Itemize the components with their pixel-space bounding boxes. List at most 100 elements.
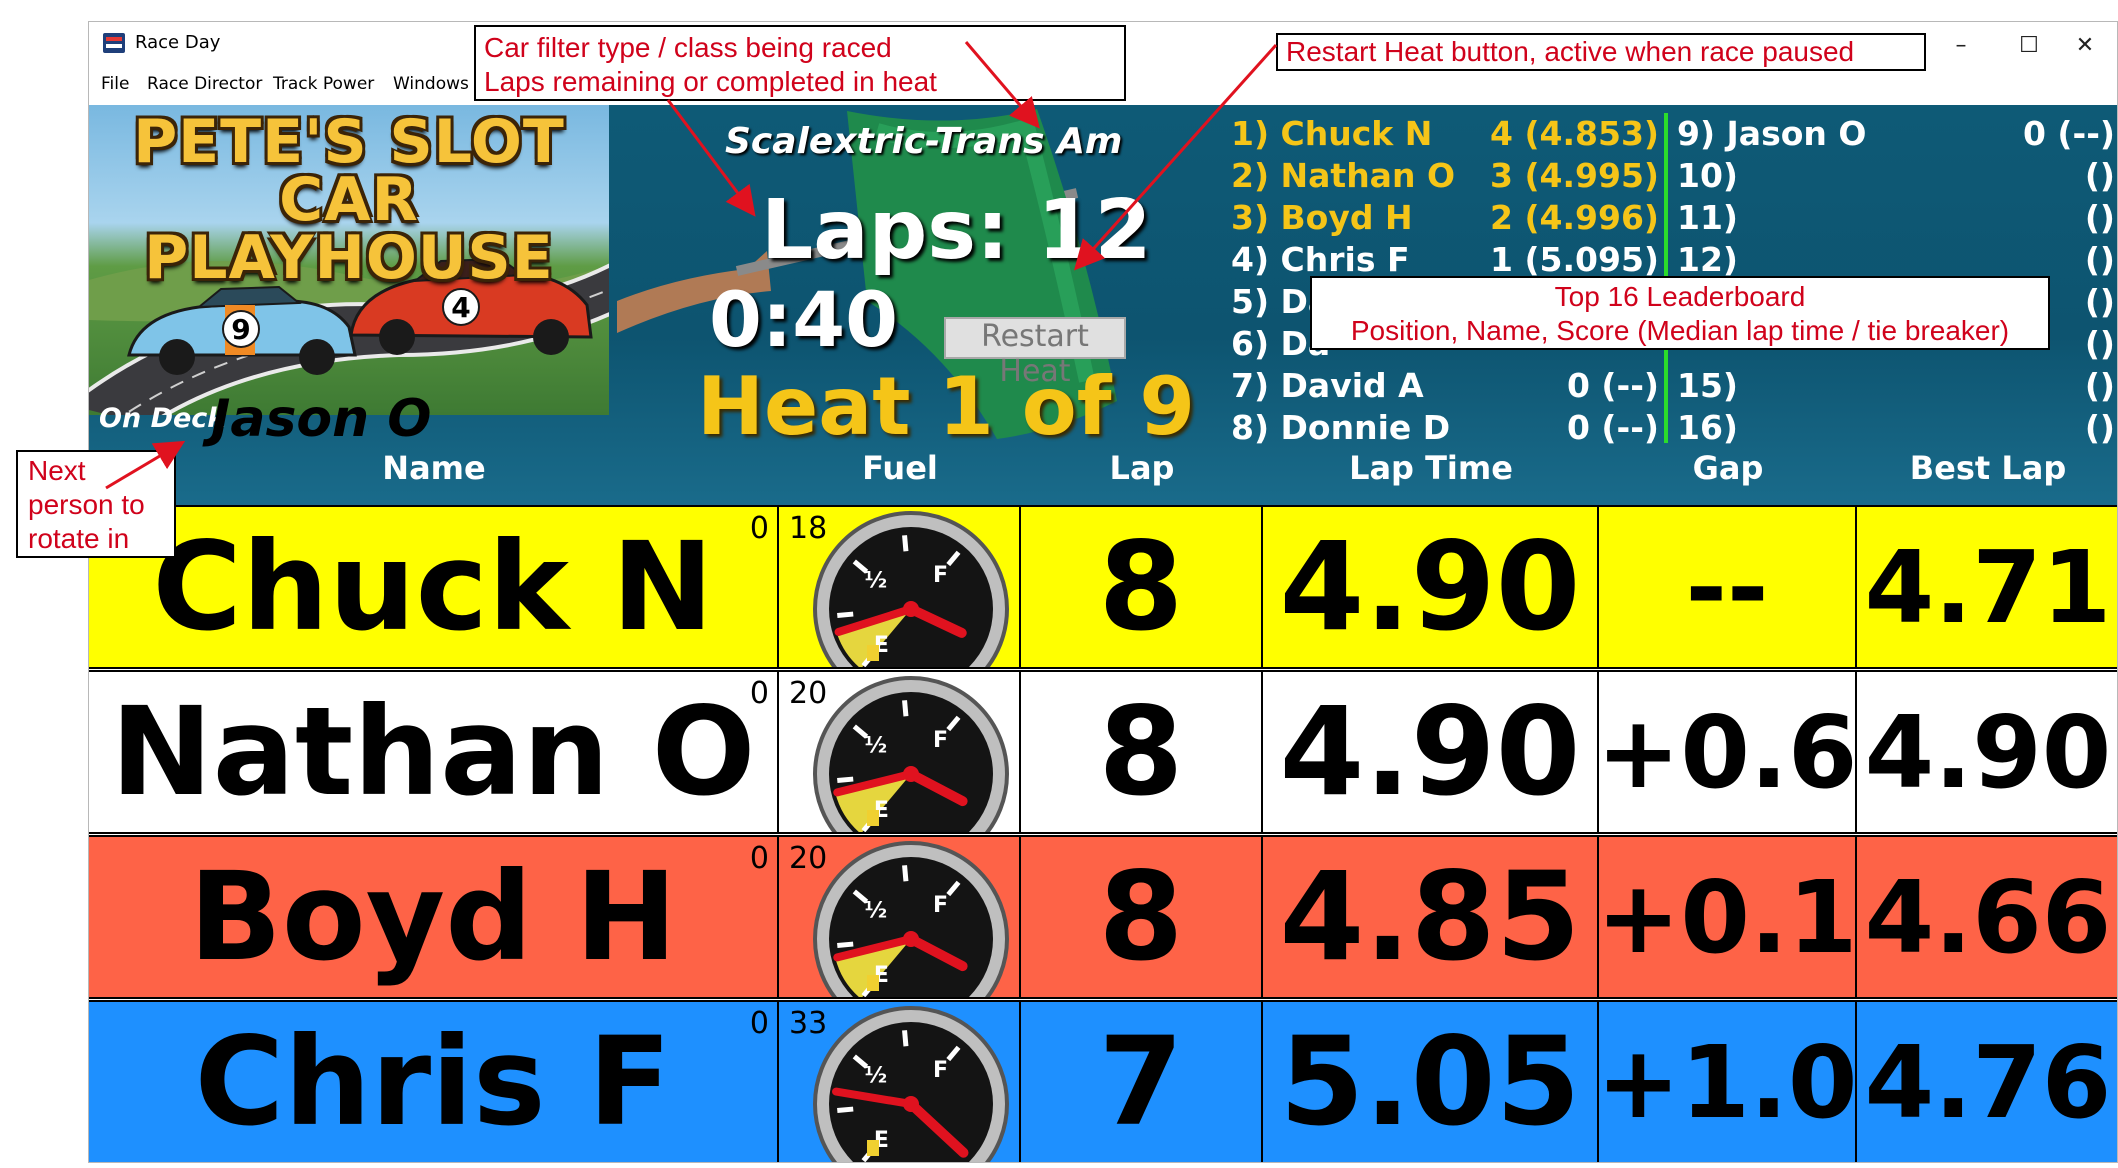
racer-name-cell: Chuck N 0 [89,507,779,667]
leaderboard-row: 3) Boyd H 2 (4.996) [1231,197,1659,239]
on-deck-label: On Deck [99,403,226,434]
fuel-cell: 33 E ½ F [779,1002,1021,1162]
leaderboard-position-name: 4) Chris F [1231,240,1410,279]
column-header-best-lap[interactable]: Best Lap [1909,449,2067,487]
racer-row: Chuck N 0 18 E ½ F 8 4.90 -- 4.71 [89,505,2117,669]
menu-file[interactable]: File [101,74,130,94]
leaderboard-score: () [2084,240,2115,279]
gauge-label: F [933,1058,948,1083]
lap-time: 4.90 [1263,672,1599,832]
gauge-label: ½ [864,733,887,758]
leaderboard-position-name: 3) Boyd H [1231,198,1413,237]
annotation-car-filter: Car filter type / class being raced Laps… [474,25,1126,101]
fuel-value: 20 [789,676,828,711]
racer-name: Chris F [194,1011,672,1153]
leaderboard-row: 16) () [1677,407,2115,449]
maximize-button[interactable]: ☐ [2019,32,2039,58]
leaderboard-position-name: 8) Donnie D [1231,408,1451,447]
leaderboard-score: () [2084,282,2115,321]
annotation-leaderboard-line1: Top 16 Leaderboard [1554,281,1806,312]
column-header-fuel[interactable]: Fuel [862,449,938,487]
gap: -- [1599,507,1857,667]
column-headers: Name Fuel Lap Lap Time Gap Best Lap [89,445,2117,491]
racer-row: Nathan O 0 20 E ½ F 8 4.90 +0.6 4.90 [89,670,2117,834]
column-header-name[interactable]: Name [382,449,486,487]
leaderboard-row: 2) Nathan O 3 (4.995) [1231,155,1659,197]
fuel-gauge-icon: E½ F [813,1006,1009,1162]
leaderboard-position-name: 11) [1677,198,1739,237]
race-class: Scalextric-Trans Am [725,121,1123,162]
gauge-label: ½ [864,568,887,593]
leaderboard-row: 12) () [1677,239,2115,281]
leaderboard-row: 8) Donnie D 0 (--) [1231,407,1659,449]
fuel-gauge-icon: E½ F [813,511,1009,667]
leaderboard-position-name: 1) Chuck N [1231,114,1433,153]
lap-count: 7 [1021,1002,1263,1162]
gap: +0.6 [1597,672,1857,832]
gauge-label: ½ [864,898,887,923]
leaderboard-row: 15) () [1677,365,2115,407]
heat-display: Heat 1 of 9 [697,360,1196,453]
leaderboard-score: 0 (--) [2022,114,2115,153]
column-header-lap[interactable]: Lap [1109,449,1175,487]
fuel-cell: 18 E ½ F [779,507,1021,667]
svg-text:9: 9 [231,313,250,346]
racer-name-cell: Boyd H 0 [89,837,779,997]
penalty-count: 0 [749,1006,769,1041]
close-button[interactable]: ✕ [2075,32,2095,58]
racer-name: Nathan O [110,681,756,823]
leaderboard-position-name: 15) [1677,366,1739,405]
menu-windows[interactable]: Windows [393,74,469,94]
leaderboard-row: 7) David A 0 (--) [1231,365,1659,407]
app-flag-icon [103,33,125,53]
lap-count: 8 [1021,837,1263,997]
best-lap: 4.76 [1864,1023,2112,1141]
leaderboard-score: 4 (4.853) [1490,114,1659,153]
annotation-leaderboard-line2: Position, Name, Score (Median lap time /… [1350,315,2010,346]
racer-row: Boyd H 0 20 E ½ F 8 4.85 +0.1 4.66 [89,835,2117,999]
best-lap: 4.90 [1864,693,2112,811]
leaderboard-row: () [1677,281,2115,323]
annotation-next-line2: person to [28,489,145,520]
leaderboard-score: 0 (--) [1566,366,1659,405]
logo-artwork-icon: 9 4 [89,257,609,415]
lap-count: 8 [1021,672,1263,832]
leaderboard-row: 9) Jason O 0 (--) [1677,113,2115,155]
lap-count: 8 [1021,507,1263,667]
best-lap: 4.66 [1864,858,2112,976]
logo-title-line2: PLAYHOUSE [144,223,554,293]
annotation-car-filter-line1: Car filter type / class being raced [484,32,892,63]
leaderboard-score: 1 (5.095) [1490,240,1659,279]
menu-race-director[interactable]: Race Director [147,74,263,94]
leaderboard-row: () [1677,323,2115,365]
gauge-label: ½ [864,1063,887,1088]
leaderboard-position-name: 9) Jason O [1677,114,1867,153]
leaderboard-score: 2 (4.996) [1490,198,1659,237]
best-lap: 4.71 [1864,528,2112,646]
leaderboard-position-name: 10) [1677,156,1739,195]
penalty-count: 0 [749,676,769,711]
fuel-value: 18 [789,511,828,546]
leaderboard-row: 4) Chris F 1 (5.095) [1231,239,1659,281]
leaderboard-score: 0 (--) [1566,408,1659,447]
lap-time: 4.85 [1263,837,1599,997]
track-logo: 9 4 PETE'S SLOT CAR PLAYHOUSE [89,105,609,415]
leaderboard-position-name: 2) Nathan O [1231,156,1455,195]
leaderboard-score: () [2084,408,2115,447]
leaderboard-score: () [2084,156,2115,195]
minimize-button[interactable]: – [1955,32,1967,58]
gauge-label: F [933,893,948,918]
menu-track-power[interactable]: Track Power [273,74,375,94]
column-header-lap-time[interactable]: Lap Time [1349,449,1513,487]
lap-time: 5.05 [1263,1002,1599,1162]
leaderboard-row: 1) Chuck N 4 (4.853) [1231,113,1659,155]
fuel-value: 33 [789,1006,828,1041]
column-header-gap[interactable]: Gap [1692,449,1764,487]
gauge-label: F [933,728,948,753]
restart-heat-button[interactable]: Restart Heat [944,317,1126,389]
leaderboard-row: 11) () [1677,197,2115,239]
logo-title-line1: PETE'S SLOT CAR [133,107,565,235]
